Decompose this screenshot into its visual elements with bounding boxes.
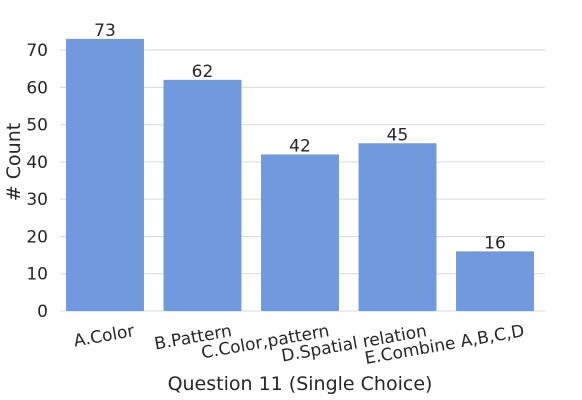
x-category-label: A.Color [72,321,136,351]
bar [163,79,242,312]
data-labels: 73 62 42 45 16 [94,21,506,253]
bar [66,38,144,312]
y-tick-label: 0 [37,302,48,322]
bar-value-label: 42 [289,136,311,156]
y-tick-label: 30 [26,190,48,210]
bar [456,251,534,311]
y-tick-label: 10 [26,265,48,285]
bar [261,154,339,311]
y-tick-label: 40 [26,153,48,173]
y-axis-ticks: 0 10 20 30 40 50 60 70 [26,41,48,322]
bars [66,38,534,312]
bar-value-label: 16 [484,233,506,253]
y-axis-title: # Count [3,123,25,201]
y-tick-label: 60 [26,78,48,98]
y-tick-label: 20 [26,227,48,247]
bar-value-label: 62 [192,62,214,82]
bar [358,143,437,311]
y-tick-label: 50 [26,116,48,136]
y-tick-label: 70 [26,41,48,61]
x-axis-title: Question 11 (Single Choice) [168,373,433,395]
bar-value-label: 73 [94,21,116,41]
bar-value-label: 45 [387,125,409,145]
x-axis-categories: A.Color B.PatternC.Color,patternD.Spatial… [72,321,526,369]
